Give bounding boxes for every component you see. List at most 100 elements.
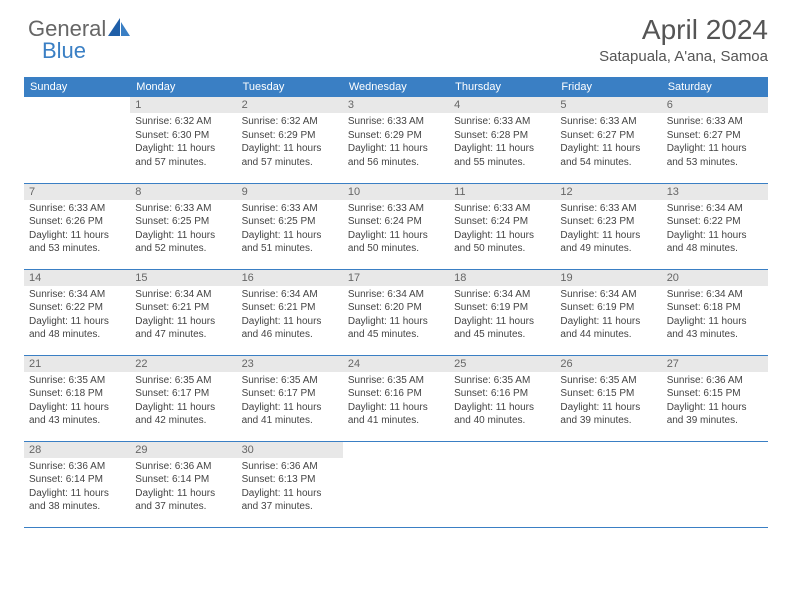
daylight-text: Daylight: 11 hours and 57 minutes. [242,142,338,169]
calendar-day-cell: 4Sunrise: 6:33 AMSunset: 6:28 PMDaylight… [449,97,555,183]
day-number: 29 [130,442,236,458]
sunrise-text: Sunrise: 6:35 AM [454,374,550,388]
sunrise-text: Sunrise: 6:33 AM [29,202,125,216]
day-number: 26 [555,356,661,372]
calendar-day-cell: 14Sunrise: 6:34 AMSunset: 6:22 PMDayligh… [24,269,130,355]
sunset-text: Sunset: 6:25 PM [135,215,231,229]
sunset-text: Sunset: 6:17 PM [135,387,231,401]
day-details: Sunrise: 6:35 AMSunset: 6:15 PMDaylight:… [555,372,661,432]
sunset-text: Sunset: 6:20 PM [348,301,444,315]
day-number: 18 [449,270,555,286]
day-number [662,442,768,446]
daylight-text: Daylight: 11 hours and 38 minutes. [29,487,125,514]
calendar-day-cell: 28Sunrise: 6:36 AMSunset: 6:14 PMDayligh… [24,441,130,527]
day-number: 11 [449,184,555,200]
calendar-day-cell: 16Sunrise: 6:34 AMSunset: 6:21 PMDayligh… [237,269,343,355]
day-details: Sunrise: 6:36 AMSunset: 6:15 PMDaylight:… [662,372,768,432]
daylight-text: Daylight: 11 hours and 47 minutes. [135,315,231,342]
sunset-text: Sunset: 6:18 PM [29,387,125,401]
sunset-text: Sunset: 6:27 PM [667,129,763,143]
day-details: Sunrise: 6:33 AMSunset: 6:25 PMDaylight:… [237,200,343,260]
daylight-text: Daylight: 11 hours and 42 minutes. [135,401,231,428]
calendar-day-cell: 12Sunrise: 6:33 AMSunset: 6:23 PMDayligh… [555,183,661,269]
daylight-text: Daylight: 11 hours and 45 minutes. [454,315,550,342]
calendar-day-cell: 20Sunrise: 6:34 AMSunset: 6:18 PMDayligh… [662,269,768,355]
day-number: 9 [237,184,343,200]
sunrise-text: Sunrise: 6:36 AM [29,460,125,474]
day-details: Sunrise: 6:33 AMSunset: 6:24 PMDaylight:… [343,200,449,260]
sunset-text: Sunset: 6:13 PM [242,473,338,487]
sunrise-text: Sunrise: 6:35 AM [560,374,656,388]
calendar-day-cell [449,441,555,527]
day-details: Sunrise: 6:34 AMSunset: 6:22 PMDaylight:… [662,200,768,260]
day-details: Sunrise: 6:35 AMSunset: 6:17 PMDaylight:… [237,372,343,432]
calendar-day-cell: 21Sunrise: 6:35 AMSunset: 6:18 PMDayligh… [24,355,130,441]
sunrise-text: Sunrise: 6:34 AM [135,288,231,302]
logo-sail-icon [108,18,130,36]
location-text: Satapuala, A'ana, Samoa [24,48,768,65]
day-details: Sunrise: 6:33 AMSunset: 6:27 PMDaylight:… [662,113,768,173]
sunset-text: Sunset: 6:14 PM [135,473,231,487]
day-number [24,97,130,101]
sunrise-text: Sunrise: 6:33 AM [667,115,763,129]
sunset-text: Sunset: 6:15 PM [667,387,763,401]
daylight-text: Daylight: 11 hours and 37 minutes. [242,487,338,514]
day-details: Sunrise: 6:32 AMSunset: 6:29 PMDaylight:… [237,113,343,173]
daylight-text: Daylight: 11 hours and 48 minutes. [29,315,125,342]
sunset-text: Sunset: 6:21 PM [242,301,338,315]
sunset-text: Sunset: 6:23 PM [560,215,656,229]
sunset-text: Sunset: 6:14 PM [29,473,125,487]
sunrise-text: Sunrise: 6:32 AM [135,115,231,129]
weekday-header: Friday [555,77,661,97]
day-details: Sunrise: 6:35 AMSunset: 6:18 PMDaylight:… [24,372,130,432]
sunset-text: Sunset: 6:17 PM [242,387,338,401]
weekday-header: Sunday [24,77,130,97]
calendar-day-cell: 13Sunrise: 6:34 AMSunset: 6:22 PMDayligh… [662,183,768,269]
weekday-header: Tuesday [237,77,343,97]
daylight-text: Daylight: 11 hours and 40 minutes. [454,401,550,428]
sunrise-text: Sunrise: 6:35 AM [135,374,231,388]
day-number: 20 [662,270,768,286]
sunrise-text: Sunrise: 6:33 AM [560,202,656,216]
daylight-text: Daylight: 11 hours and 48 minutes. [667,229,763,256]
daylight-text: Daylight: 11 hours and 50 minutes. [348,229,444,256]
sunset-text: Sunset: 6:16 PM [454,387,550,401]
sunset-text: Sunset: 6:22 PM [667,215,763,229]
calendar-day-cell: 7Sunrise: 6:33 AMSunset: 6:26 PMDaylight… [24,183,130,269]
day-number: 15 [130,270,236,286]
calendar-day-cell: 10Sunrise: 6:33 AMSunset: 6:24 PMDayligh… [343,183,449,269]
day-number: 2 [237,97,343,113]
day-details: Sunrise: 6:33 AMSunset: 6:25 PMDaylight:… [130,200,236,260]
day-number: 4 [449,97,555,113]
day-number: 10 [343,184,449,200]
calendar-day-cell [343,441,449,527]
calendar-day-cell: 22Sunrise: 6:35 AMSunset: 6:17 PMDayligh… [130,355,236,441]
sunset-text: Sunset: 6:15 PM [560,387,656,401]
daylight-text: Daylight: 11 hours and 56 minutes. [348,142,444,169]
day-details: Sunrise: 6:33 AMSunset: 6:27 PMDaylight:… [555,113,661,173]
sunset-text: Sunset: 6:18 PM [667,301,763,315]
sunrise-text: Sunrise: 6:34 AM [348,288,444,302]
day-details: Sunrise: 6:35 AMSunset: 6:16 PMDaylight:… [449,372,555,432]
sunset-text: Sunset: 6:24 PM [348,215,444,229]
day-details: Sunrise: 6:34 AMSunset: 6:21 PMDaylight:… [130,286,236,346]
daylight-text: Daylight: 11 hours and 43 minutes. [29,401,125,428]
day-number: 27 [662,356,768,372]
calendar-day-cell: 26Sunrise: 6:35 AMSunset: 6:15 PMDayligh… [555,355,661,441]
calendar-week-row: 1Sunrise: 6:32 AMSunset: 6:30 PMDaylight… [24,97,768,183]
day-number [449,442,555,446]
sunrise-text: Sunrise: 6:35 AM [348,374,444,388]
sunset-text: Sunset: 6:19 PM [454,301,550,315]
day-details: Sunrise: 6:34 AMSunset: 6:19 PMDaylight:… [555,286,661,346]
calendar-header-row: SundayMondayTuesdayWednesdayThursdayFrid… [24,77,768,97]
calendar-day-cell: 8Sunrise: 6:33 AMSunset: 6:25 PMDaylight… [130,183,236,269]
calendar-day-cell: 30Sunrise: 6:36 AMSunset: 6:13 PMDayligh… [237,441,343,527]
sunrise-text: Sunrise: 6:36 AM [135,460,231,474]
day-details: Sunrise: 6:32 AMSunset: 6:30 PMDaylight:… [130,113,236,173]
calendar-day-cell [662,441,768,527]
day-details: Sunrise: 6:34 AMSunset: 6:22 PMDaylight:… [24,286,130,346]
sunset-text: Sunset: 6:29 PM [242,129,338,143]
sunrise-text: Sunrise: 6:33 AM [348,115,444,129]
sunset-text: Sunset: 6:22 PM [29,301,125,315]
sunrise-text: Sunrise: 6:34 AM [667,288,763,302]
